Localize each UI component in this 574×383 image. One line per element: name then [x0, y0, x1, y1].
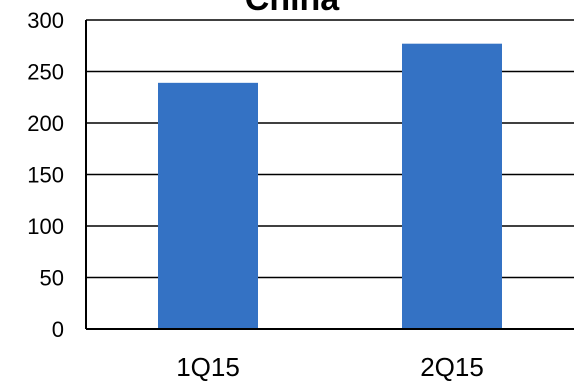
bar-1q15	[158, 82, 258, 329]
x-tick-label: 2Q15	[420, 352, 484, 382]
y-tick-label: 100	[27, 214, 64, 239]
y-tick-label: 50	[40, 266, 64, 291]
x-tick-label: 1Q15	[176, 352, 240, 382]
x-axis-ticks: 1Q15 2Q15	[176, 352, 484, 382]
y-axis-ticks: 0 50 100 150 200 250 300	[27, 8, 64, 342]
y-tick-label: 150	[27, 163, 64, 188]
y-tick-label: 0	[52, 317, 64, 342]
bars	[158, 43, 502, 329]
bar-2q15	[402, 43, 502, 329]
chart-title: China	[245, 0, 341, 18]
y-tick-label: 250	[27, 60, 64, 85]
y-tick-label: 200	[27, 111, 64, 136]
y-tick-label: 300	[27, 8, 64, 33]
